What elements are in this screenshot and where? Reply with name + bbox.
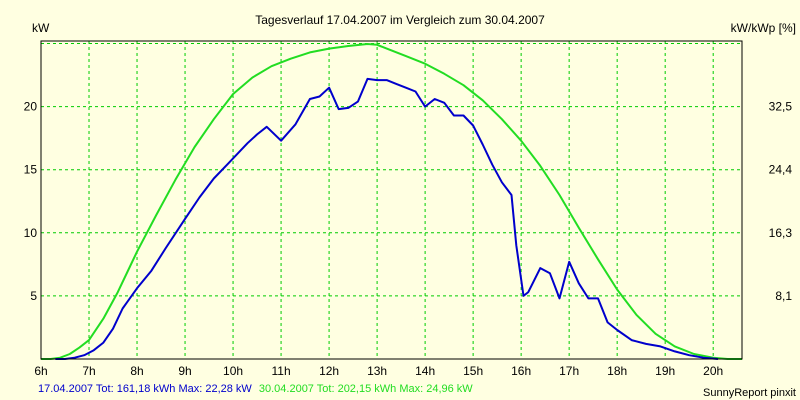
x-tick-label: 12h xyxy=(319,364,339,378)
legend-series-a: 17.04.2007 Tot: 161,18 kWh Max: 22,28 kW xyxy=(38,383,252,395)
x-tick-label: 8h xyxy=(130,364,143,378)
x-tick-label: 20h xyxy=(703,364,723,378)
y-tick-label-right: 24,4 xyxy=(769,163,793,177)
chart-title: Tagesverlauf 17.04.2007 im Vergleich zum… xyxy=(255,13,545,27)
x-tick-label: 13h xyxy=(367,364,387,378)
series-line-b xyxy=(41,43,742,360)
y-tick-labels-right: 8,1 16,3 24,4 32,5 xyxy=(769,100,793,303)
y-axis-label: kW xyxy=(32,21,50,35)
y-tick-labels: 5 10 15 20 xyxy=(24,100,38,303)
grid xyxy=(41,41,742,359)
credit-text: SunnyReport pinxit xyxy=(703,387,796,399)
y-tick-label-right: 16,3 xyxy=(769,226,793,240)
series-lines xyxy=(41,43,742,360)
y-tick-label: 10 xyxy=(24,226,38,240)
y-tick-label-right: 8,1 xyxy=(775,289,792,303)
x-tick-label: 11h xyxy=(271,364,290,378)
y-axis-label-right: kW/kWp [%] xyxy=(731,21,796,35)
x-tick-label: 17h xyxy=(559,364,579,378)
x-tick-label: 15h xyxy=(463,364,483,378)
x-tick-label: 6h xyxy=(34,364,47,378)
y-tick-label-right: 32,5 xyxy=(769,100,793,114)
x-tick-label: 18h xyxy=(607,364,627,378)
y-tick-label: 20 xyxy=(24,100,38,114)
x-tick-label: 10h xyxy=(223,364,243,378)
series-line-a xyxy=(55,77,719,360)
x-tick-label: 19h xyxy=(655,364,675,378)
legend-series-b: 30.04.2007 Tot: 202,15 kWh Max: 24,96 kW xyxy=(259,383,473,395)
plot-border xyxy=(40,40,743,360)
x-tick-label: 9h xyxy=(178,364,191,378)
y-tick-label: 15 xyxy=(24,163,38,177)
x-tick-label: 16h xyxy=(511,364,531,378)
x-tick-labels: 6h 7h 8h 9h 10h 11h 12h 13h 14h 15h 16h 17h 18h 19h 20… xyxy=(34,364,723,378)
y-tick-label: 5 xyxy=(30,289,37,303)
svg-text:17.04.2007 Tot: 161,18 kWh Max: 17.04.2007 Tot: 161,18 kWh Max: 22,28 kW… xyxy=(38,383,473,395)
x-tick-label: 14h xyxy=(415,364,435,378)
x-tick-label: 7h xyxy=(82,364,95,378)
